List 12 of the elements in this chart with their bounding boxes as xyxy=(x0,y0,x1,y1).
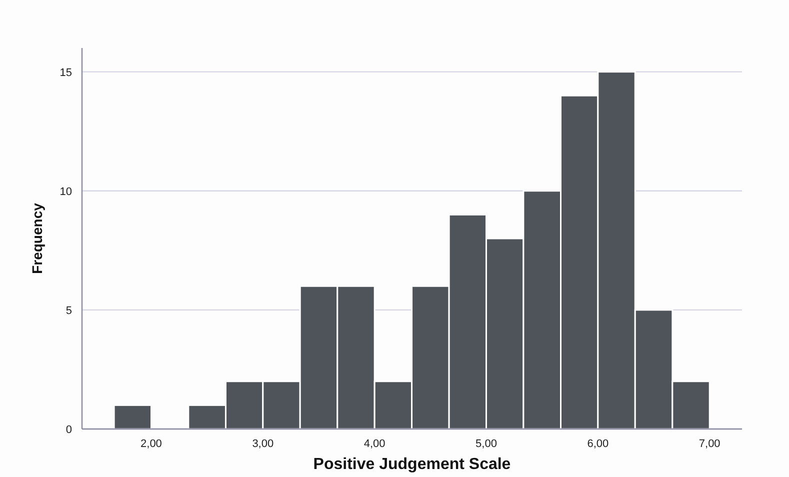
x-tick-label: 2,00 xyxy=(140,438,162,450)
y-tick-label: 10 xyxy=(60,186,72,198)
y-axis-title: Frequency xyxy=(29,202,45,274)
x-tick-label: 7,00 xyxy=(698,438,720,450)
y-tick-label: 5 xyxy=(66,304,72,317)
x-tick-label: 4,00 xyxy=(364,438,386,450)
x-tick-label: 3,00 xyxy=(252,438,274,450)
x-axis-title: Positive Judgement Scale xyxy=(313,456,511,473)
x-tick-label: 5,00 xyxy=(476,438,497,450)
y-tick-label: 0 xyxy=(66,424,72,436)
x-tick-label: 6,00 xyxy=(587,438,609,450)
y-tick-label: 15 xyxy=(60,66,72,79)
